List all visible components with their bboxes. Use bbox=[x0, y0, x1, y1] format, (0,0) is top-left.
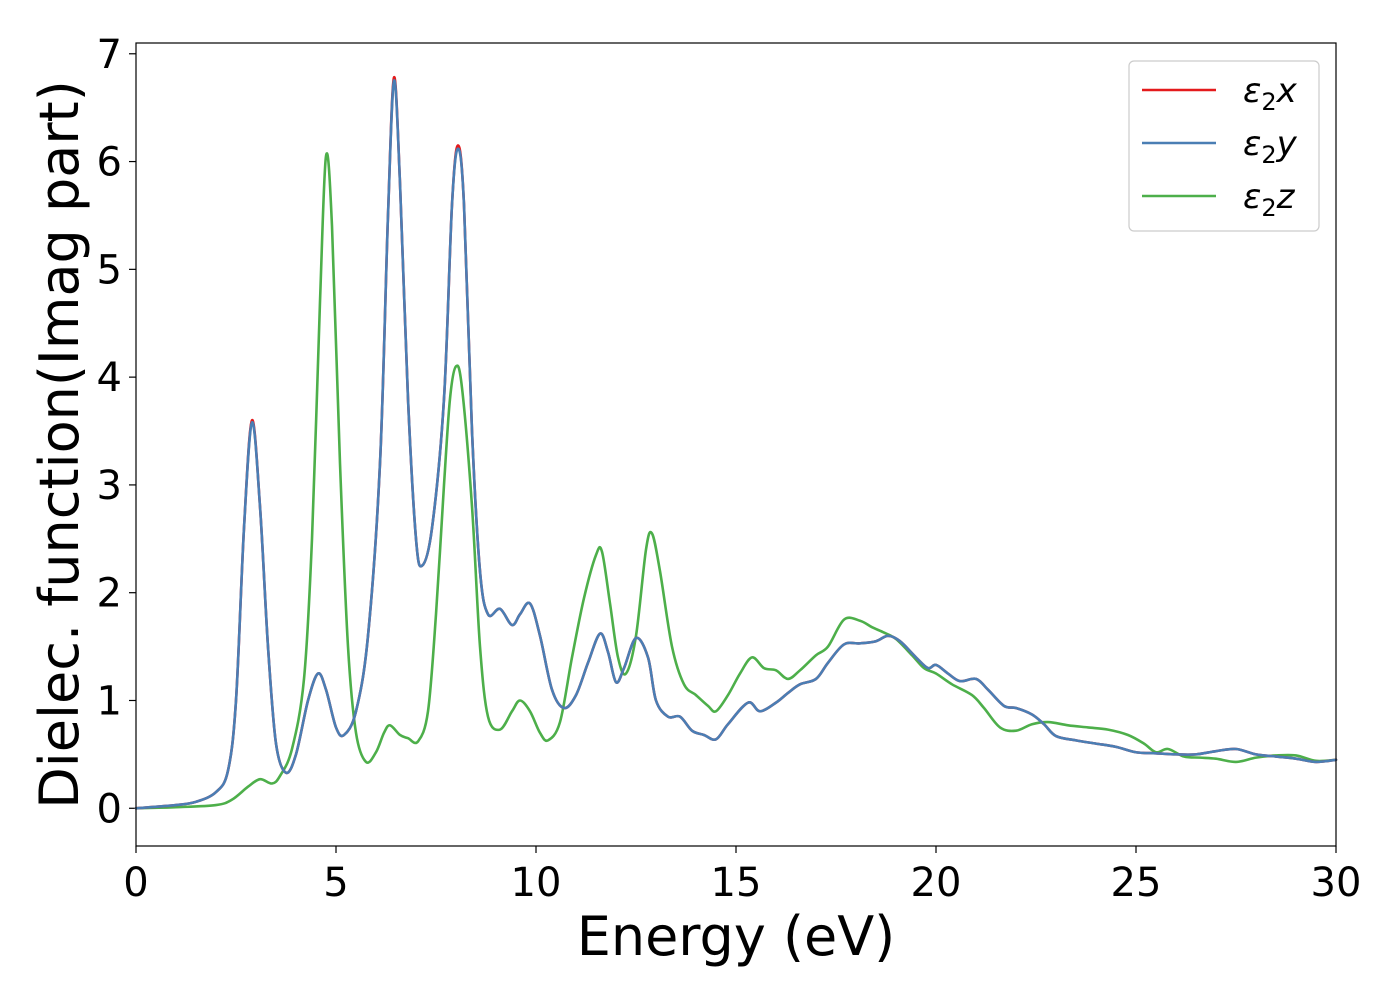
y-tick-label: 0 bbox=[97, 786, 122, 832]
y-tick-label: 1 bbox=[97, 678, 122, 724]
legend-label-x: ε2x bbox=[1243, 71, 1298, 116]
legend: ε2x ε2y ε2z bbox=[1128, 60, 1320, 232]
y-tick-label: 6 bbox=[97, 140, 122, 186]
legend-box bbox=[1128, 60, 1320, 232]
y-tick-label: 4 bbox=[97, 355, 122, 401]
series-lines bbox=[134, 76, 1338, 810]
y-tick-label: 2 bbox=[97, 571, 122, 617]
x-tick-label: 30 bbox=[1311, 860, 1362, 906]
x-tick-label: 15 bbox=[711, 860, 762, 906]
x-tick-label: 0 bbox=[123, 860, 148, 906]
x-tick-label: 10 bbox=[511, 860, 562, 906]
plot-frame bbox=[135, 42, 1337, 847]
y-tick-label: 3 bbox=[97, 463, 122, 509]
y-axis-title: Dielec. function(Imag part) bbox=[28, 80, 91, 809]
legend-label-y: ε2y bbox=[1243, 124, 1298, 169]
y-axis-ticks: 0 1 2 3 4 5 6 7 bbox=[97, 32, 136, 832]
series-line-z bbox=[134, 152, 1338, 810]
x-tick-label: 5 bbox=[323, 860, 348, 906]
x-tick-label: 20 bbox=[911, 860, 962, 906]
x-tick-label: 25 bbox=[1111, 860, 1162, 906]
series-line-y bbox=[134, 79, 1338, 810]
y-tick-label: 5 bbox=[97, 247, 122, 293]
legend-label-z: ε2z bbox=[1243, 177, 1296, 222]
x-axis-title: Energy (eV) bbox=[577, 905, 896, 968]
x-axis-ticks: 0 5 10 15 20 25 30 bbox=[123, 846, 1361, 906]
y-tick-label: 7 bbox=[97, 32, 122, 78]
